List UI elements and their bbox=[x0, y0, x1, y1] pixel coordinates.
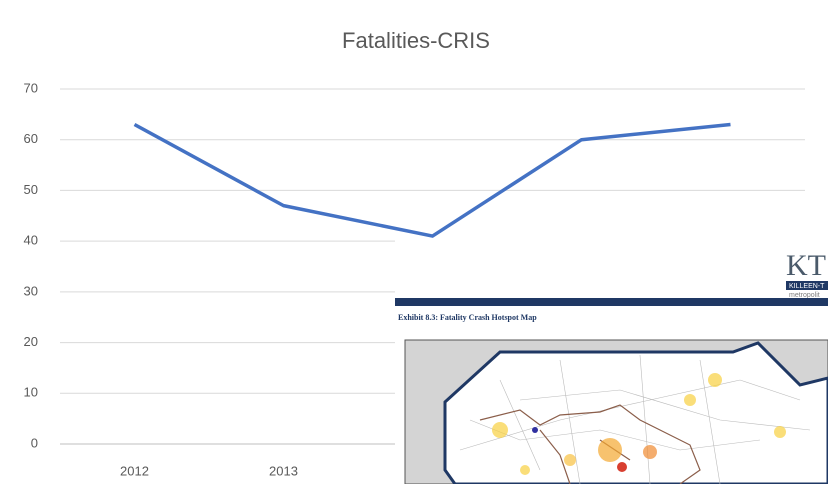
exhibit-title: Exhibit 8.3: Fatality Crash Hotspot Map bbox=[398, 313, 537, 322]
y-tick-label: 40 bbox=[24, 233, 38, 248]
y-tick-label: 70 bbox=[24, 80, 38, 95]
data-line bbox=[133, 122, 731, 238]
x-tick-label: 2013 bbox=[269, 463, 298, 478]
y-tick-label: 0 bbox=[31, 435, 38, 450]
chart-title: Fatalities-CRIS bbox=[342, 28, 490, 53]
logo: KT bbox=[786, 249, 826, 282]
logo-band-text: KILLEEN-T bbox=[789, 283, 825, 290]
header-rule bbox=[395, 298, 828, 306]
heat-spots bbox=[492, 373, 786, 475]
plot: 0 10 20 30 40 50 60 70 2012 2013 bbox=[24, 80, 805, 478]
logo-subtitle: metropolit bbox=[789, 292, 820, 299]
document-overlay: KT KILLEEN-T metropolit Exhibit 8.3: Fat… bbox=[395, 240, 828, 484]
logo-band bbox=[786, 281, 828, 290]
map-region bbox=[443, 341, 828, 484]
y-tick-label: 60 bbox=[24, 131, 38, 146]
x-tick-label: 2012 bbox=[120, 463, 149, 478]
y-tick-label: 10 bbox=[24, 385, 38, 400]
y-tick-label: 50 bbox=[24, 182, 38, 197]
y-tick-label: 30 bbox=[24, 283, 38, 298]
y-tick-label: 20 bbox=[24, 334, 38, 349]
